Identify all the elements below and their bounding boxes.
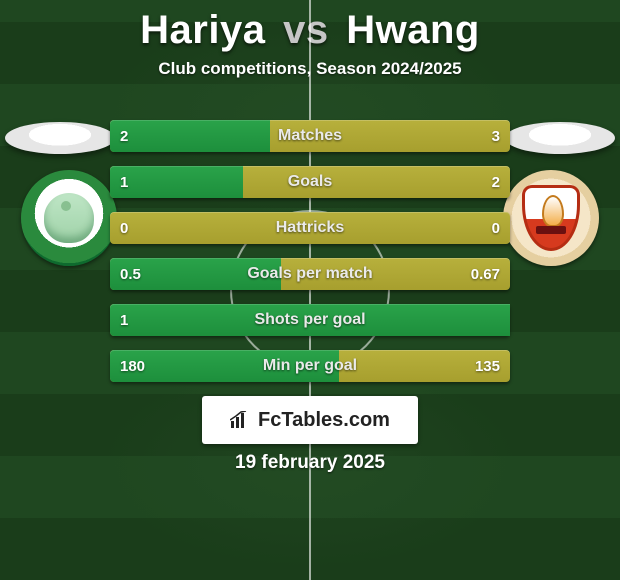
- date-text: 19 february 2025: [0, 452, 620, 474]
- stat-value-right: 3: [482, 120, 510, 152]
- stat-label: Goals per match: [110, 258, 510, 290]
- stats-chart: 2Matches31Goals20Hattricks00.5Goals per …: [110, 120, 510, 396]
- club-crest-right: [503, 170, 599, 266]
- stat-row: 1Shots per goal: [110, 304, 510, 336]
- pedestal-right: [505, 122, 615, 154]
- brand-text: FcTables.com: [258, 409, 390, 432]
- stat-row: 2Matches3: [110, 120, 510, 152]
- stat-label: Shots per goal: [110, 304, 510, 336]
- club-crest-left: [21, 170, 117, 266]
- eagle-icon: [44, 193, 94, 243]
- stat-row: 1Goals2: [110, 166, 510, 198]
- pedestal-left: [5, 122, 115, 154]
- shield-icon: [522, 185, 580, 251]
- stat-value-right: 0: [482, 212, 510, 244]
- stat-label: Goals: [110, 166, 510, 198]
- stat-label: Matches: [110, 120, 510, 152]
- stat-label: Min per goal: [110, 350, 510, 382]
- bar-chart-icon: [230, 411, 252, 429]
- player-left-name: Hariya: [140, 8, 265, 52]
- stat-row: 0Hattricks0: [110, 212, 510, 244]
- stat-label: Hattricks: [110, 212, 510, 244]
- stat-value-right: 0.67: [461, 258, 510, 290]
- stat-row: 180Min per goal135: [110, 350, 510, 382]
- stat-value-right: 2: [482, 166, 510, 198]
- stat-value-right: 135: [465, 350, 510, 382]
- player-right-name: Hwang: [346, 8, 480, 52]
- stat-row: 0.5Goals per match0.67: [110, 258, 510, 290]
- vs-separator: vs: [283, 8, 329, 52]
- brand-badge: FcTables.com: [202, 396, 418, 444]
